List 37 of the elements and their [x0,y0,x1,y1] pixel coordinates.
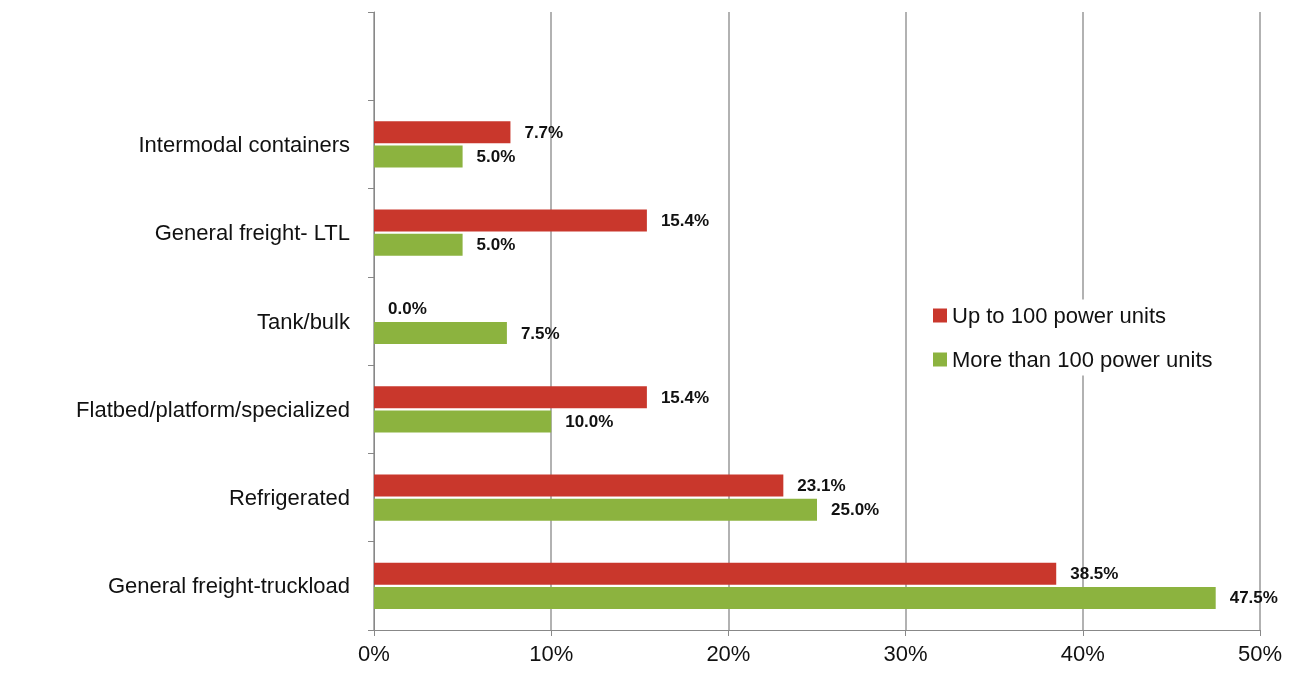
bar [374,233,463,256]
data-label: 23.1% [797,475,846,495]
data-label: 7.7% [524,122,564,142]
bar [374,209,647,232]
bar [374,474,784,497]
x-tick-label: 30% [883,640,928,666]
bar [374,498,817,521]
legend-label: More than 100 power units [952,347,1213,372]
data-label: 25.0% [831,500,880,520]
bar [374,386,647,409]
y-tick-label: Intermodal containers [138,131,350,157]
data-label: 15.4% [660,387,710,407]
bar [374,586,1216,609]
data-label: 5.0% [476,235,516,255]
y-tick-label: Tank/bulk [257,308,351,334]
data-label: 7.5% [520,323,560,343]
y-tick-label: Refrigerated [228,485,350,511]
y-tick-label: General freight- LTL [154,220,350,246]
data-label: 38.5% [1070,564,1119,584]
x-tick-label: 40% [1060,640,1105,666]
x-tick-label: 20% [706,640,751,666]
bar [374,121,511,144]
data-label: 10.0% [565,411,614,431]
legend-label: Up to 100 power units [952,303,1167,328]
data-label: 15.4% [660,211,710,231]
y-tick-label: General freight-truckload [107,573,350,599]
bar [374,322,507,345]
x-tick-label: 10% [529,640,574,666]
x-tick-label: 0% [358,640,390,666]
x-tick-label: 50% [1237,640,1283,666]
data-label: 0.0% [388,299,427,319]
bar [374,145,463,168]
data-label: 5.0% [476,147,516,167]
bar [374,562,1057,585]
data-label: 47.5% [1229,588,1278,608]
y-tick-label: Flatbed/platform/specialized [76,396,350,422]
bar [374,410,552,433]
